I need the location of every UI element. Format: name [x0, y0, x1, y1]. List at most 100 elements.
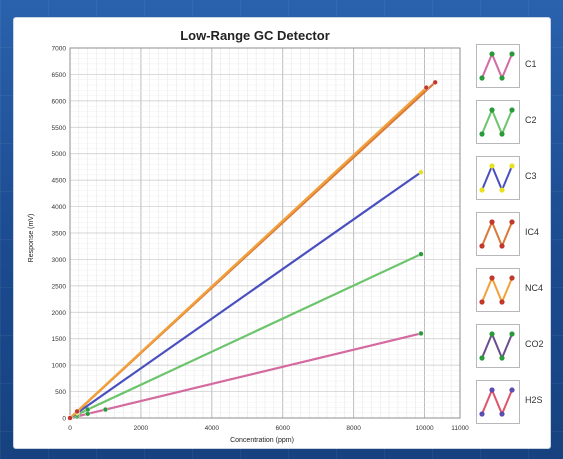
plot-frame [69, 47, 461, 419]
y-tick-label: 4000 [52, 204, 67, 211]
legend-marker-c3 [499, 187, 505, 193]
legend-swatch-c2 [476, 100, 520, 144]
grid [69, 47, 461, 419]
y-tick-label: 3500 [52, 231, 67, 238]
y-tick-label: 1500 [52, 336, 67, 343]
legend-glyph-c3 [479, 163, 515, 193]
legend-marker-c2 [489, 107, 495, 113]
legend-swatch-c1 [476, 44, 520, 88]
y-tick-label: 500 [55, 389, 66, 396]
y-tick-label: 4500 [52, 178, 67, 185]
y-tick-label: 1000 [52, 363, 67, 370]
legend-line-ic4 [481, 219, 513, 249]
y-tick-label: 2500 [52, 283, 67, 290]
legend-label-co2: CO2 [525, 339, 544, 349]
legend-marker-c1 [499, 75, 505, 81]
data-point-c1 [418, 330, 424, 337]
y-tick-label: 5500 [52, 125, 67, 132]
axes: 0 500 1000 1500 2000 2500 3000 3500 4000 4500 5000… [52, 46, 470, 433]
legend-swatch-c3 [476, 156, 520, 200]
legend-glyph-c1 [479, 51, 515, 81]
x-tick-label: 4000 [205, 425, 220, 432]
y-tick-label: 2000 [52, 310, 67, 317]
legend-item-co2: CO2 [469, 322, 545, 378]
legend-marker-c3 [489, 163, 495, 169]
data-point-nc4 [67, 415, 73, 421]
legend-line-nc4 [481, 275, 513, 305]
legend-swatch-nc4 [476, 268, 520, 312]
legend-line-c3 [481, 163, 513, 193]
legend-line-co2 [481, 331, 513, 361]
legend-marker-co2 [509, 331, 515, 337]
legend-marker-ic4 [479, 243, 485, 249]
legend-marker-ic4 [509, 219, 515, 225]
legend-marker-co2 [489, 331, 495, 337]
y-tick-label: 6500 [52, 72, 67, 79]
legend-glyph-c2 [479, 107, 515, 137]
legend-item-c3: C3 [469, 154, 545, 210]
legend-marker-c2 [479, 131, 485, 137]
legend-marker-ic4 [489, 219, 495, 225]
legend-marker-nc4 [509, 275, 515, 281]
series-group [67, 79, 438, 421]
chart-title: Low-Range GC Detector [180, 28, 330, 43]
data-point-c1 [102, 406, 109, 413]
x-tick-label: 10000 [416, 425, 434, 432]
y-tick-label: 7000 [52, 46, 67, 53]
legend-marker-c2 [499, 131, 505, 137]
legend-item-ic4: IC4 [469, 210, 545, 266]
legend-label-nc4: NC4 [525, 283, 544, 293]
y-tick-label: 0 [62, 416, 66, 423]
data-point-c2 [418, 251, 424, 257]
x-tick-label: 2000 [134, 425, 149, 432]
x-tick-label: 0 [68, 425, 72, 432]
legend-item-nc4: NC4 [469, 266, 545, 322]
legend-marker-h2s [509, 387, 515, 393]
data-point-nc4 [74, 408, 80, 414]
legend: C1 C2 C3 IC4 NC4 CO2 H2S [469, 42, 545, 434]
legend-marker-c3 [479, 187, 485, 193]
x-tick-label: 8000 [346, 425, 361, 432]
legend-marker-ic4 [499, 243, 505, 249]
legend-marker-nc4 [499, 299, 505, 305]
legend-item-h2s: H2S [469, 378, 545, 434]
legend-label-c2: C2 [525, 115, 537, 125]
chart-panel: Low-Range GC Detector Concentration (ppm… [14, 18, 550, 448]
x-axis-label: Concentration (ppm) [230, 437, 294, 444]
data-point-nc4 [423, 85, 429, 91]
legend-marker-nc4 [489, 275, 495, 281]
data-point-c2 [85, 406, 91, 413]
y-tick-label: 6000 [52, 98, 67, 105]
legend-label-c3: C3 [525, 171, 537, 181]
data-point-c3 [418, 169, 424, 175]
x-tick-label: 11000 [451, 425, 469, 432]
legend-line-c1 [481, 51, 513, 81]
legend-line-h2s [481, 387, 513, 417]
y-tick-label: 3000 [52, 257, 67, 264]
legend-glyph-nc4 [479, 275, 515, 305]
legend-marker-h2s [479, 411, 485, 417]
legend-swatch-h2s [476, 380, 520, 424]
legend-marker-c1 [479, 75, 485, 81]
legend-marker-c2 [509, 107, 515, 113]
legend-label-h2s: H2S [525, 395, 543, 405]
legend-marker-co2 [499, 355, 505, 361]
chart: Low-Range GC Detector Concentration (ppm… [28, 28, 470, 444]
legend-marker-h2s [499, 411, 505, 417]
x-tick-label: 6000 [275, 425, 290, 432]
legend-marker-c1 [509, 51, 515, 57]
legend-glyph-co2 [479, 331, 515, 361]
legend-swatch-ic4 [476, 212, 520, 256]
legend-glyph-h2s [479, 387, 515, 417]
legend-item-c1: C1 [469, 42, 545, 98]
legend-line-c2 [481, 107, 513, 137]
series-line-nc4 [69, 86, 428, 419]
legend-marker-c3 [509, 163, 515, 169]
y-axis-label: Response (mV) [28, 214, 35, 263]
y-tick-label: 5000 [52, 151, 67, 158]
legend-marker-c1 [489, 51, 495, 57]
legend-label-ic4: IC4 [525, 227, 540, 237]
legend-swatch-co2 [476, 324, 520, 368]
series-line-c2 [69, 253, 422, 420]
legend-glyph-ic4 [479, 219, 515, 249]
